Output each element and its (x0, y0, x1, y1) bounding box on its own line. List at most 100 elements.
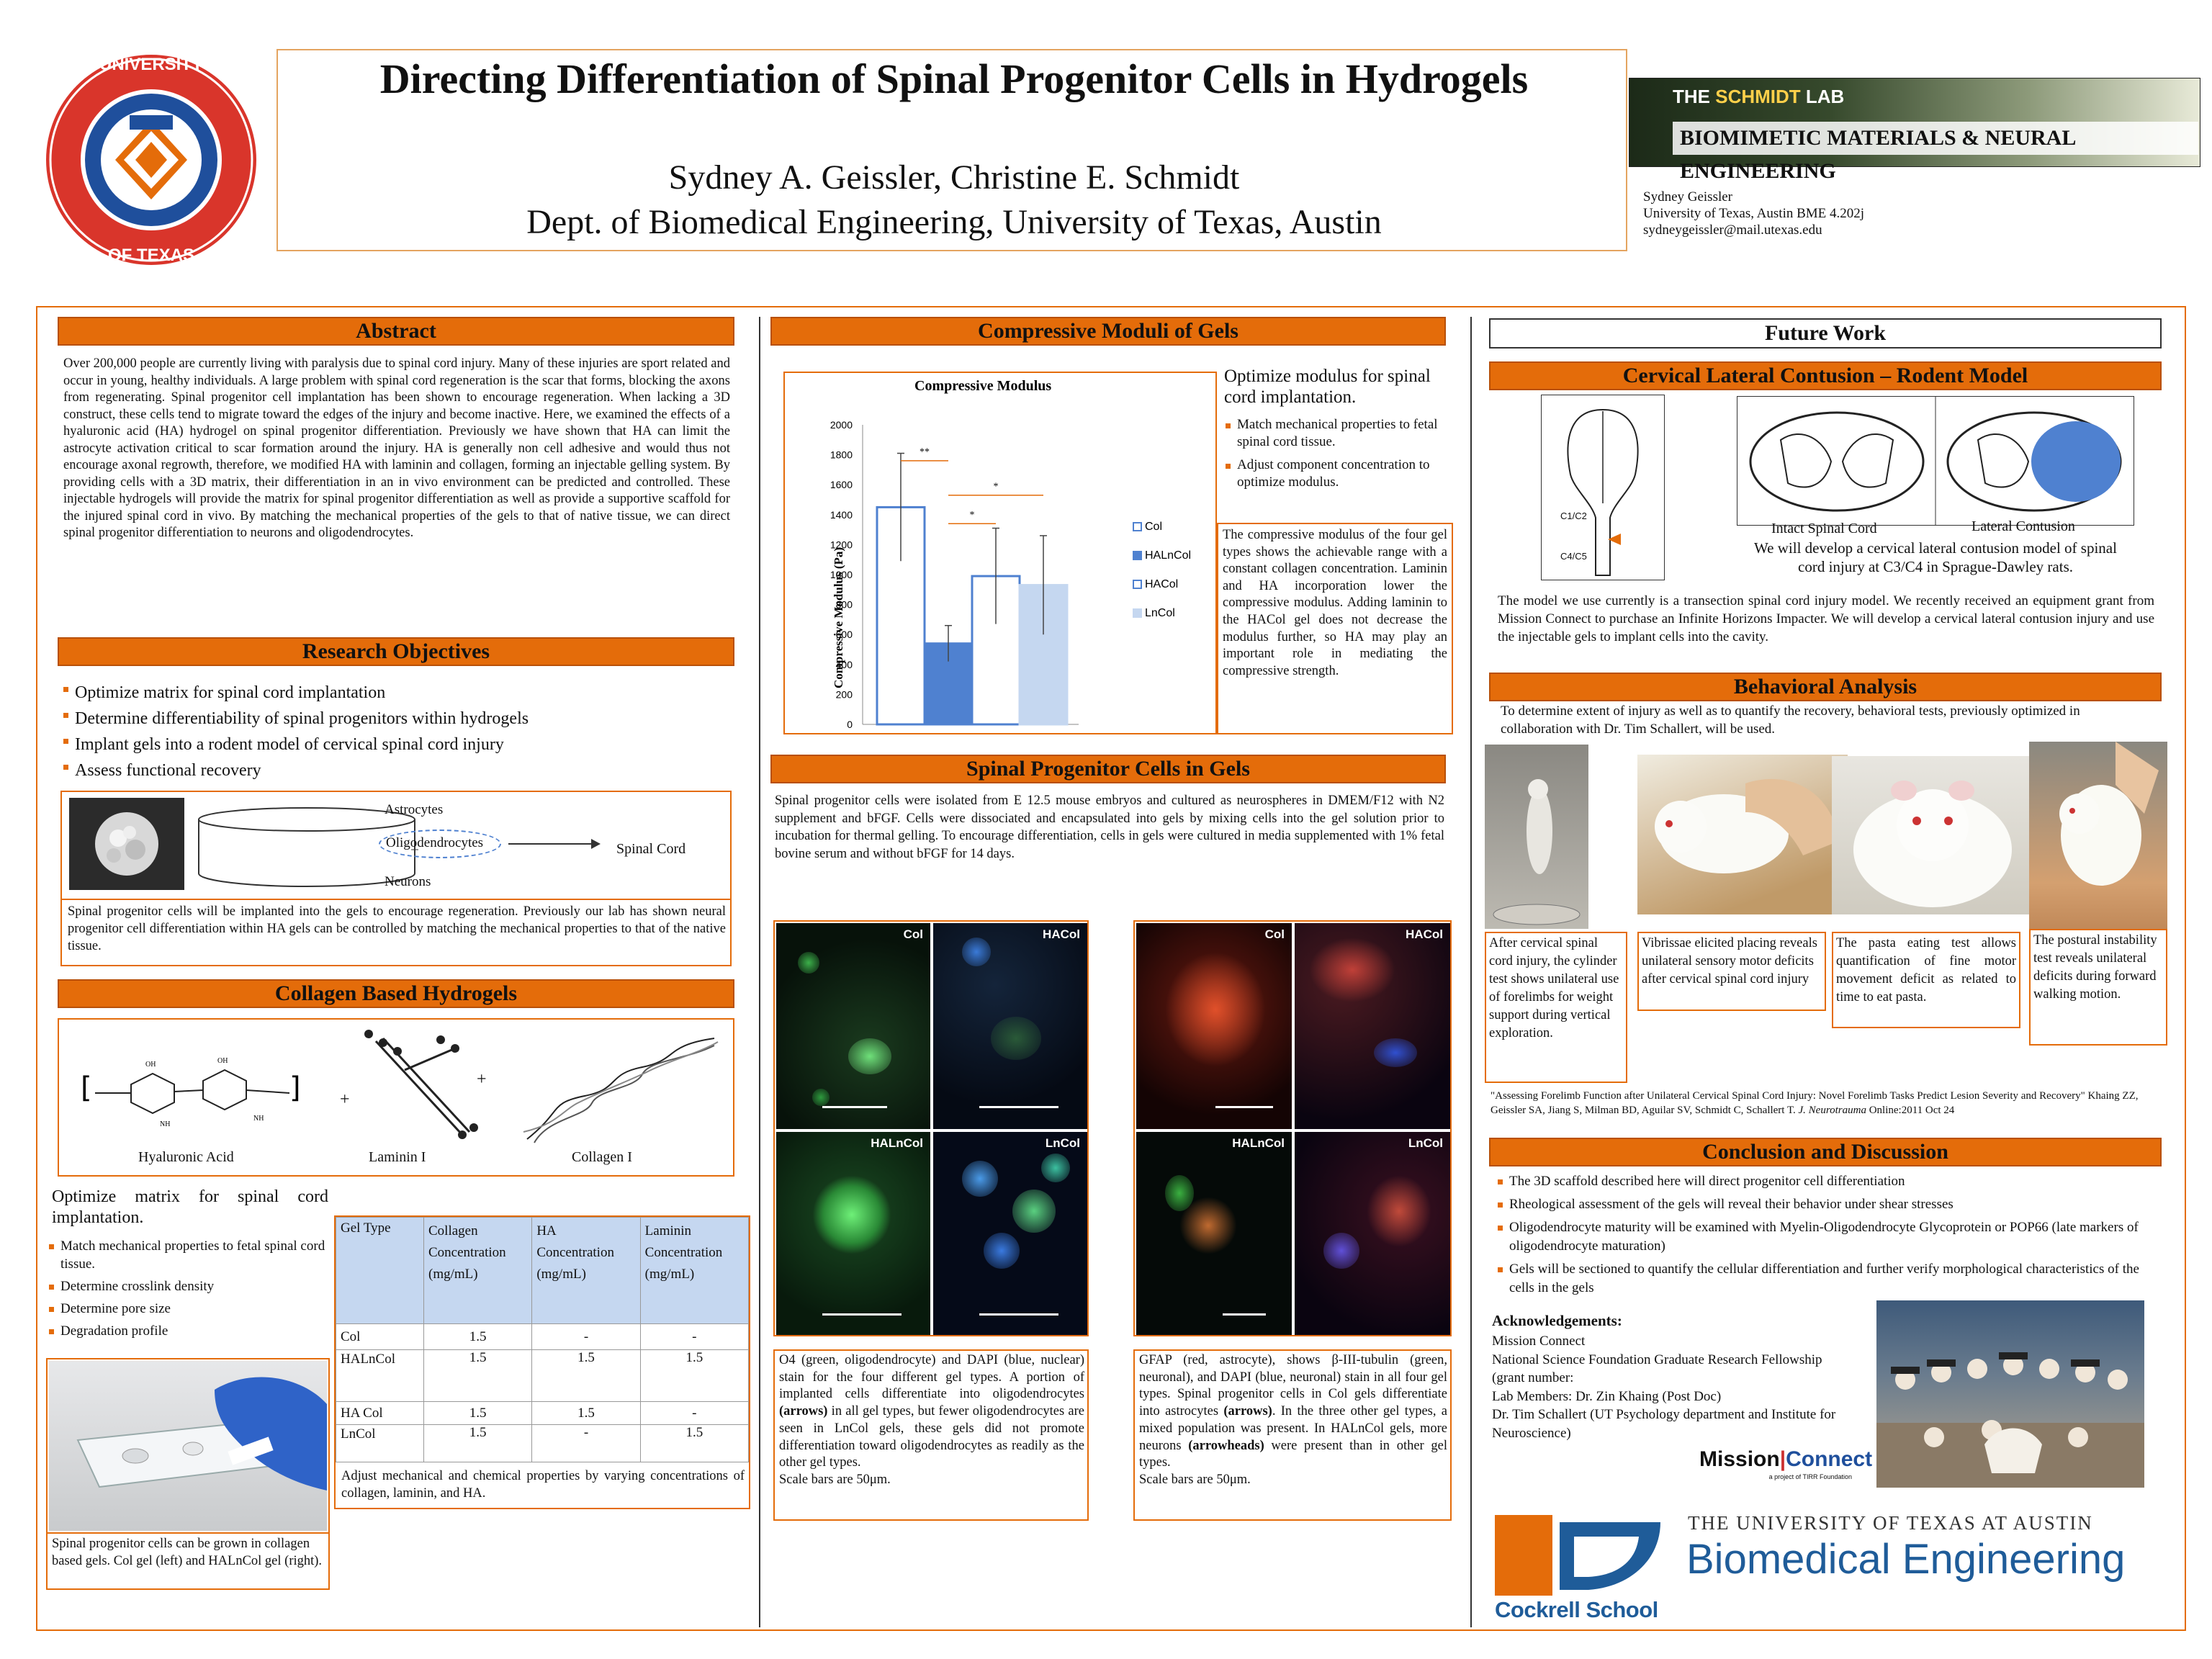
gfap-caption: GFAP (red, astrocyte), shows β-III-tubul… (1139, 1353, 1447, 1487)
micrograph-o4-hacol: HACol (933, 923, 1087, 1129)
develop-text: We will develop a cervical lateral contu… (1754, 539, 2117, 575)
y-axis: 0 200 400 600 800 1000 1200 1400 1600 1800 2000 (830, 419, 1079, 730)
sig-label: * (970, 510, 975, 521)
table-row: HALnCol 1.5 1.5 1.5 (336, 1349, 750, 1402)
label-laminin: Laminin I (369, 1149, 426, 1165)
label-neurons: Neurons (385, 874, 431, 889)
legend-swatch (1133, 608, 1142, 618)
collagen-bullets: Match mechanical properties to fetal spi… (48, 1237, 333, 1340)
photo-pasta-test (1832, 756, 2031, 914)
caption-cylinder: After cervical spinal cord injury, the c… (1485, 932, 1627, 1083)
significance-marks: **** (901, 447, 1043, 525)
legend-label-lncol: LnCol (1145, 607, 1175, 619)
cockrell-logo-mark: Cockrell School (1495, 1515, 1668, 1622)
label-astrocytes: Astrocytes (385, 802, 444, 817)
behavioral-heading: Behavioral Analysis (1489, 673, 2162, 701)
scale-bar (1215, 1106, 1273, 1108)
objectives-heading: Research Objectives (58, 637, 734, 666)
table-header-row: Gel Type Collagen Concentration (mg/mL) HA… (336, 1217, 750, 1324)
photo-cylinder-test (1485, 745, 1588, 929)
legend-label-halncol: HALnCol (1145, 549, 1191, 562)
conclusion-heading: Conclusion and Discussion (1489, 1138, 2162, 1166)
label-collagen: Collagen I (572, 1149, 632, 1165)
oligo-ellipse (379, 830, 501, 858)
y-tick-label: 800 (836, 599, 853, 611)
collagen-triple-helix (523, 1038, 719, 1143)
column-divider (1470, 317, 1472, 1627)
gel-photo (49, 1361, 327, 1531)
poster-title: Directing Differentiation of Spinal Prog… (379, 55, 1529, 102)
modulus-description: The compressive modulus of the four gel … (1217, 523, 1453, 734)
scale-bar (979, 1106, 1058, 1108)
y-tick-label: 400 (836, 659, 853, 670)
modulus-side-list: Match mechanical properties to fetal spi… (1224, 416, 1455, 491)
table-caption: Adjust mechanical and chemical propertie… (341, 1469, 745, 1501)
arrow-icon (508, 839, 601, 849)
ut-austin-text: THE UNIVERSITY OF TEXAS AT AUSTIN (1688, 1512, 2093, 1534)
legend-swatch (1133, 580, 1142, 589)
table-row: Col 1.5 - - (336, 1323, 750, 1350)
hyaluronic-acid-structure: [ ] OH OH NH NH (81, 1057, 301, 1128)
poster-dept: Dept. of Biomedical Engineering, Univers… (526, 203, 1382, 241)
poster-frame (36, 306, 2186, 1631)
o4-image-grid: Col HACol HALnCol LnCol (773, 920, 1089, 1336)
legend-swatch (1133, 551, 1142, 560)
moduli-heading: Compressive Moduli of Gels (770, 317, 1446, 346)
modulus-bar-chart: Compressive Modulus Compressive Modulus … (830, 378, 1191, 730)
svg-text:]: ] (289, 1071, 301, 1105)
label-spinal-cord: Spinal Cord (616, 841, 686, 857)
micrograph-gfap-lncol: LnCol (1295, 1132, 1450, 1335)
spinal-cord-diagram: C1/C2 C4/C5 (1541, 395, 1665, 580)
y-tick-label: 200 (836, 688, 853, 700)
spc-heading: Spinal Progenitor Cells in Gels (770, 755, 1446, 783)
y-tick-label: 1800 (830, 449, 853, 461)
scale-bar (1223, 1313, 1266, 1316)
caption-pasta: The pasta eating test allows quantificat… (1832, 932, 2020, 1028)
bars (876, 452, 1069, 726)
abstract-text: Over 200,000 people are currently living… (63, 356, 730, 540)
laminin-structure (364, 1030, 478, 1139)
schmidt-lab-banner: THE SCHMIDT LAB BIOMIMETIC MATERIALS & N… (1629, 78, 2200, 183)
scale-bar (822, 1106, 887, 1108)
gel-cylinder (198, 807, 418, 887)
table-row: HA Col 1.5 1.5 - (336, 1401, 750, 1425)
conclusion-list: The 3D scaffold described here will dire… (1496, 1172, 2159, 1298)
legend-swatch (1133, 522, 1142, 531)
label-hyaluronic-acid: Hyaluronic Acid (138, 1149, 234, 1165)
model-text: The model we use currently is a transect… (1498, 593, 2154, 644)
y-tick-label: 600 (836, 629, 853, 640)
bme-text: Biomedical Engineering (1686, 1536, 2126, 1583)
y-tick-label: 0 (847, 719, 853, 730)
mission-connect-logo: Mission|Connect a project of TIRR Founda… (1699, 1447, 1873, 1480)
photo-postural-test (2029, 742, 2167, 930)
svg-text:[: [ (81, 1071, 92, 1105)
sig-label: ** (920, 447, 930, 458)
neurosphere-image (69, 798, 184, 890)
molecule-diagram: [ ] OH OH NH NH + + Hyaluronic Acid Lamini… (58, 1018, 734, 1177)
gfap-caption-box: GFAP (red, astrocyte), shows β-III-tubul… (1133, 1349, 1452, 1521)
y-tick-label: 1600 (830, 479, 853, 490)
plus-sign: + (477, 1070, 487, 1089)
table-row: LnCol 1.5 - 1.5 (336, 1424, 750, 1462)
svg-text:OF TEXAS: OF TEXAS (108, 246, 194, 265)
micrograph-gfap-col: Col (1136, 923, 1292, 1129)
chart-title: Compressive Modulus (914, 378, 1051, 394)
micrograph-gfap-hacol: HACol (1295, 923, 1450, 1129)
title-box (276, 49, 1627, 251)
legend-label-col: Col (1145, 521, 1162, 533)
y-tick-label: 1400 (830, 509, 853, 521)
sig-label: * (994, 481, 999, 492)
behavior-reference: "Assessing Forelimb Function after Unila… (1491, 1090, 2139, 1116)
scale-bar (979, 1313, 1058, 1316)
future-work-heading: Future Work (1489, 318, 2162, 349)
plus-sign: + (340, 1090, 350, 1109)
svg-text:NH: NH (253, 1115, 264, 1123)
scale-bar (822, 1313, 902, 1316)
gel-photo-caption: Spinal progenitor cells can be grown in … (52, 1537, 323, 1568)
label-c4c5: C4/C5 (1560, 551, 1587, 562)
o4-caption-box: O4 (green, oligodendrocyte) and DAPI (bl… (773, 1349, 1089, 1521)
photo-vibrissae-test (1637, 755, 1848, 914)
label-c1c2: C1/C2 (1560, 511, 1587, 521)
collagen-heading: Collagen Based Hydrogels (58, 979, 734, 1008)
micrograph-o4-halncol: HALnCol (776, 1132, 930, 1335)
